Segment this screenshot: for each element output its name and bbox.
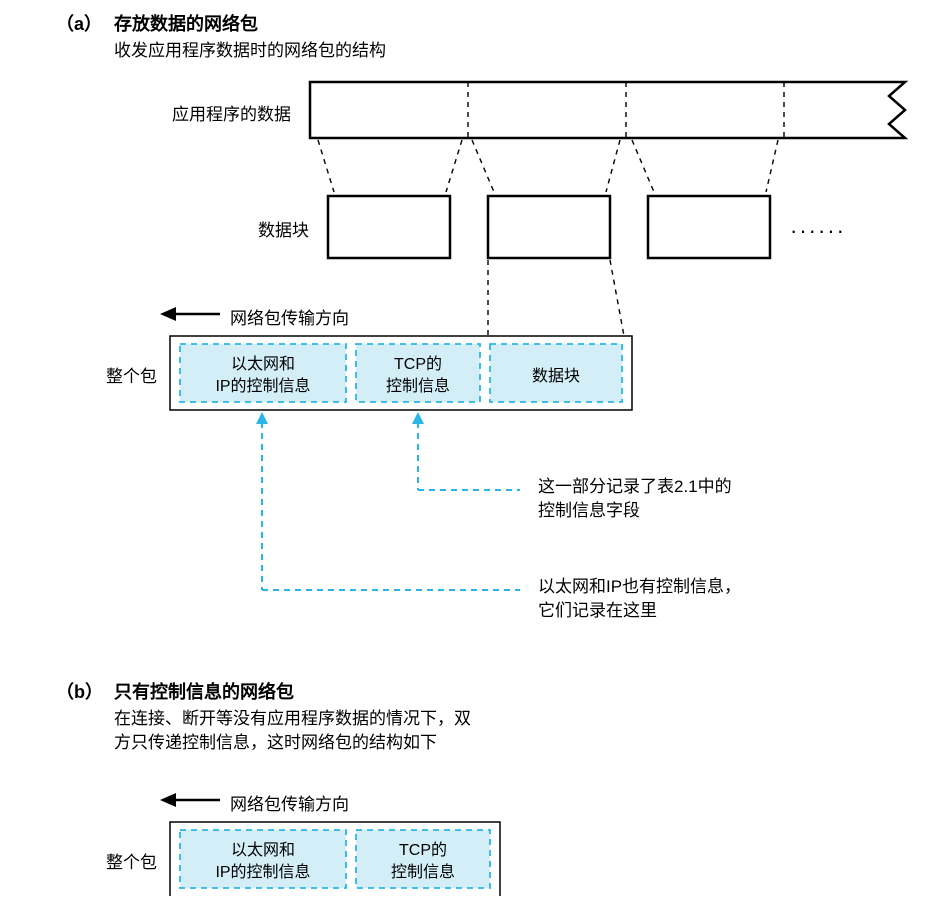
block-label: 数据块 <box>258 216 309 241</box>
section-a-tag: （a） <box>56 10 102 36</box>
header-data-a: 数据块 <box>490 362 622 386</box>
header-ethip-l1-b: 以太网和 <box>180 836 346 860</box>
note1-l1: 这一部分记录了表2.1中的 <box>538 472 732 497</box>
header-tcp-l1-a: TCP的 <box>356 350 480 374</box>
section-b-tag: （b） <box>56 678 103 704</box>
header-ethip-l1-a: 以太网和 <box>180 350 346 374</box>
header-tcp-l2-a: 控制信息 <box>356 372 480 396</box>
note2-l1: 以太网和IP也有控制信息， <box>538 572 741 597</box>
header-tcp-l1-b: TCP的 <box>356 836 490 860</box>
note1-l2: 控制信息字段 <box>538 496 640 521</box>
section-a-title: 存放数据的网络包 <box>114 10 258 36</box>
direction-label-b: 网络包传输方向 <box>230 790 349 815</box>
section-b-sub-l2: 方只传递控制信息，这时网络包的结构如下 <box>114 728 437 753</box>
diagram-svg <box>0 0 939 916</box>
header-ethip-l2-a: IP的控制信息 <box>180 372 346 396</box>
whole-label-a: 整个包 <box>106 362 157 387</box>
header-ethip-l2-b: IP的控制信息 <box>180 858 346 882</box>
note2-l2: 它们记录在这里 <box>538 596 657 621</box>
whole-label-b: 整个包 <box>106 848 157 873</box>
app-data-label: 应用程序的数据 <box>172 100 291 125</box>
header-tcp-l2-b: 控制信息 <box>356 858 490 882</box>
ellipsis-dots: ······ <box>790 218 846 244</box>
direction-label-a: 网络包传输方向 <box>230 304 349 329</box>
diagram-canvas: （a） 存放数据的网络包 收发应用程序数据时的网络包的结构 应用程序的数据 数据… <box>0 0 939 916</box>
section-a-subtitle: 收发应用程序数据时的网络包的结构 <box>114 36 386 61</box>
section-b-sub-l1: 在连接、断开等没有应用程序数据的情况下，双 <box>114 704 471 729</box>
section-b-title: 只有控制信息的网络包 <box>114 678 294 704</box>
